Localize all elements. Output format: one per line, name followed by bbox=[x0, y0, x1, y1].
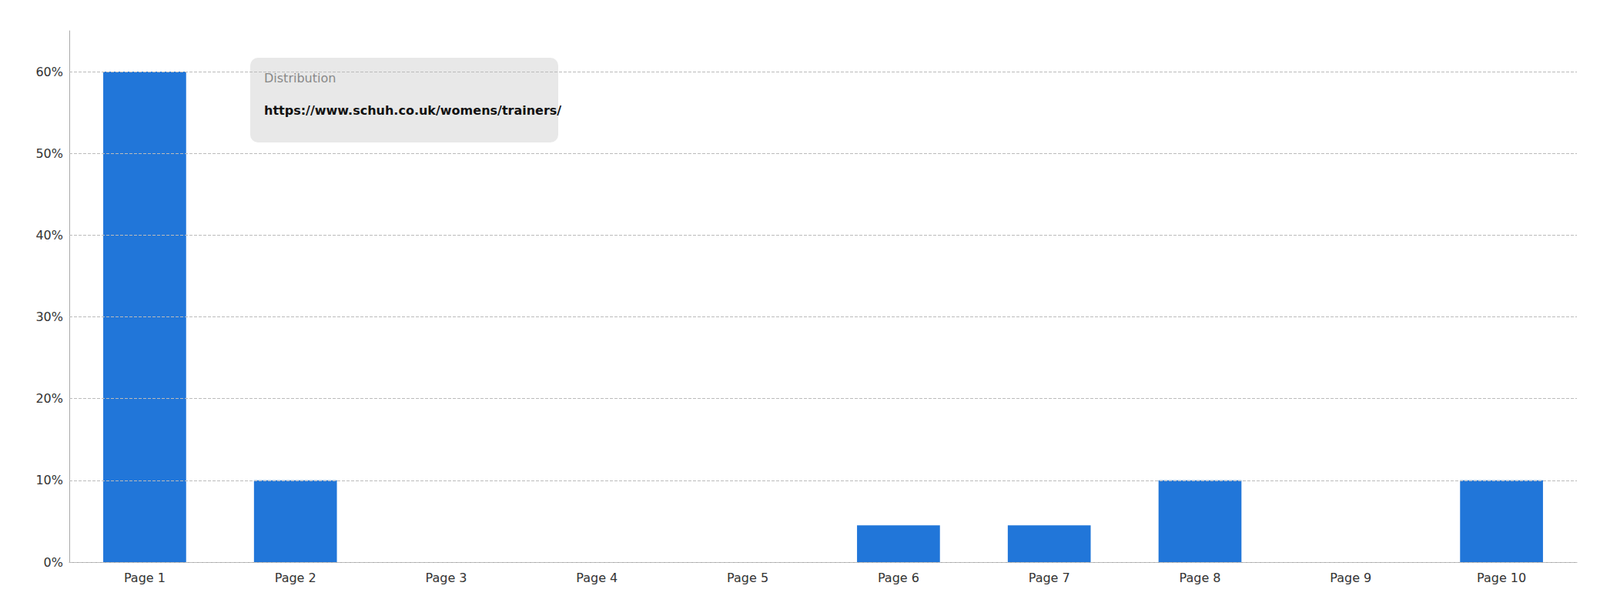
svg-text:Page 9: Page 9 bbox=[1329, 570, 1372, 586]
svg-text:60%: 60% bbox=[35, 64, 64, 80]
svg-text:Page 6: Page 6 bbox=[877, 570, 920, 586]
svg-text:Page 8: Page 8 bbox=[1179, 570, 1222, 586]
svg-text:Page 3: Page 3 bbox=[425, 570, 468, 586]
svg-text:Page 10: Page 10 bbox=[1476, 570, 1527, 586]
svg-text:10%: 10% bbox=[35, 472, 64, 488]
svg-text:Page 7: Page 7 bbox=[1028, 570, 1071, 586]
svg-text:20%: 20% bbox=[35, 391, 64, 406]
svg-text:0%: 0% bbox=[43, 555, 64, 570]
svg-text:Distribution: Distribution bbox=[264, 70, 336, 86]
svg-text:Page 2: Page 2 bbox=[274, 570, 317, 586]
svg-text:30%: 30% bbox=[35, 309, 64, 325]
svg-text:Page 4: Page 4 bbox=[575, 570, 618, 586]
svg-text:Page 5: Page 5 bbox=[726, 570, 769, 586]
svg-text:Page 1: Page 1 bbox=[123, 570, 166, 586]
svg-text:40%: 40% bbox=[35, 227, 64, 243]
svg-text:https://www.schuh.co.uk/womens: https://www.schuh.co.uk/womens/trainers/ bbox=[264, 103, 562, 118]
svg-text:50%: 50% bbox=[35, 146, 64, 161]
